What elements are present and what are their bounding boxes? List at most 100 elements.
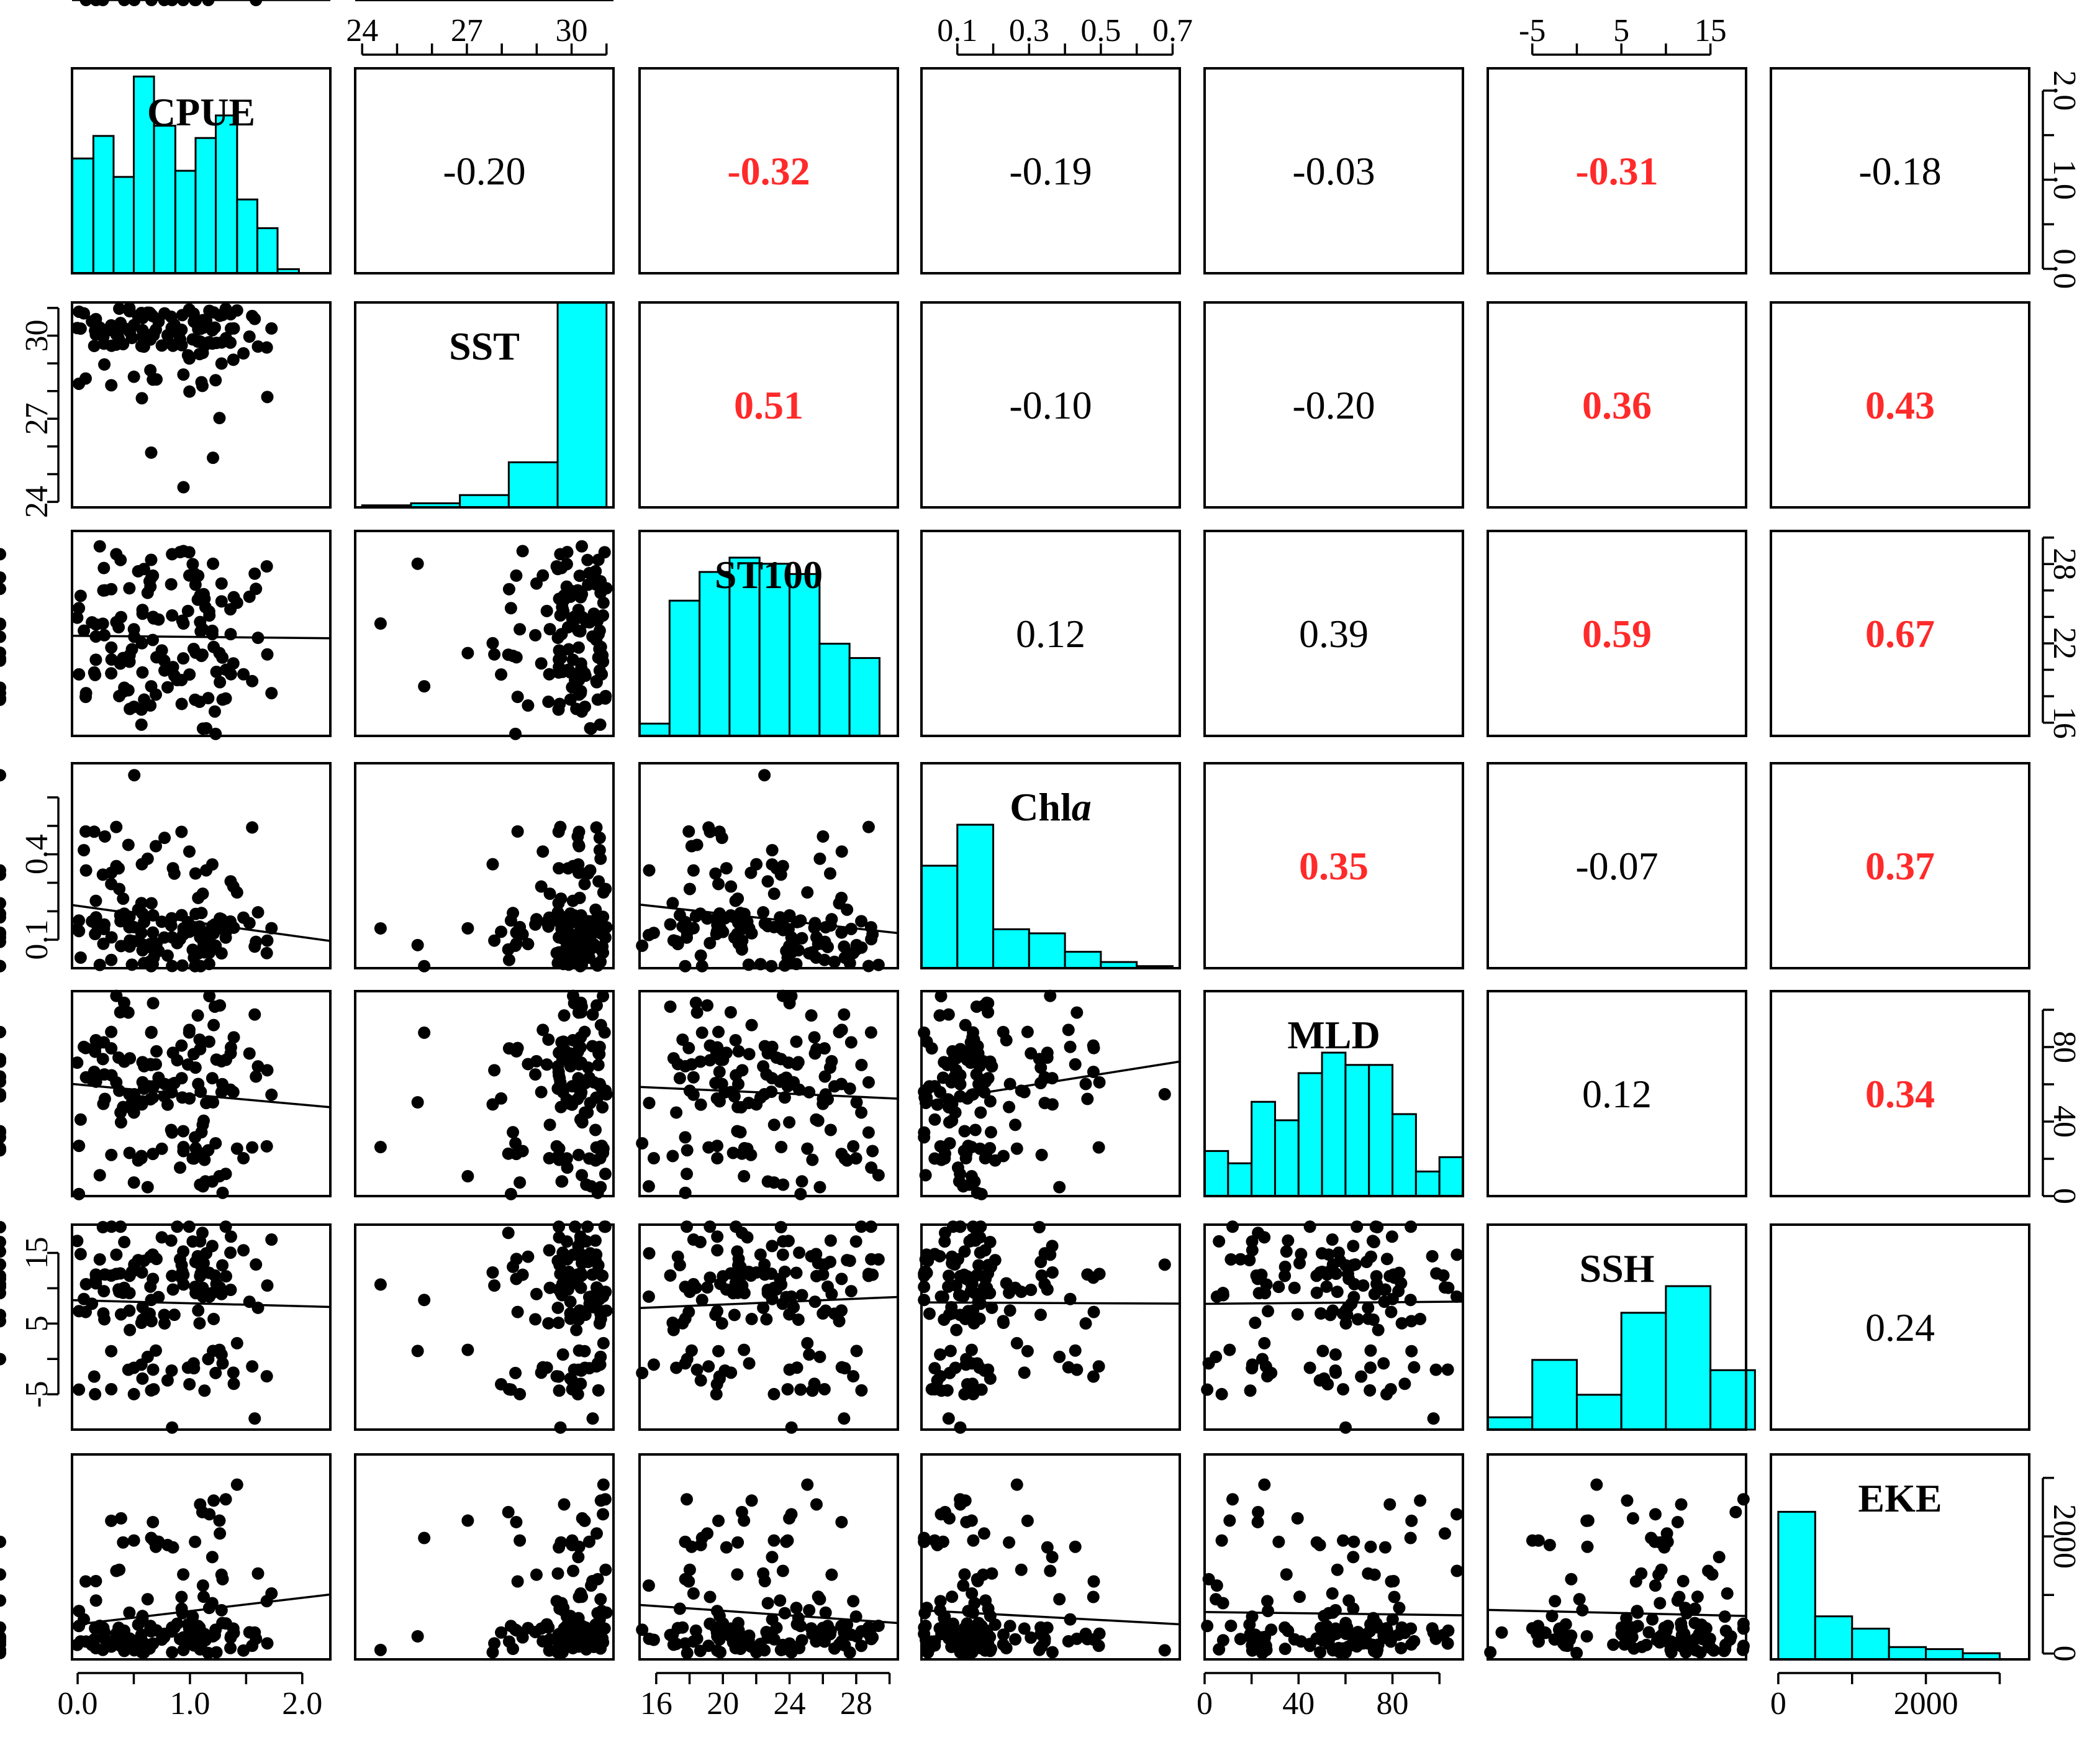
data-point xyxy=(1414,1494,1427,1507)
data-point xyxy=(754,1091,767,1104)
data-point xyxy=(1451,1564,1464,1577)
data-point xyxy=(1079,1317,1092,1330)
data-point xyxy=(188,1152,201,1165)
data-point xyxy=(374,617,387,630)
data-point xyxy=(1262,1305,1275,1318)
data-point xyxy=(114,915,127,928)
data-point xyxy=(509,727,522,740)
data-point xyxy=(175,1072,188,1085)
data-point xyxy=(681,1646,694,1659)
data-point xyxy=(0,548,6,561)
data-point xyxy=(0,1236,6,1249)
data-point xyxy=(576,1512,589,1525)
data-point xyxy=(206,1597,219,1610)
data-point xyxy=(558,1043,571,1056)
data-point xyxy=(1041,1046,1054,1059)
data-point xyxy=(1331,1563,1344,1576)
data-point xyxy=(510,1624,523,1637)
data-point xyxy=(790,1035,803,1048)
top-axis-Chla: 0.1 0.3 0.5 0.7 xyxy=(937,13,1193,56)
data-point xyxy=(767,1176,781,1189)
correlation-value: 0.59 xyxy=(1582,612,1652,656)
data-point xyxy=(73,1187,86,1200)
data-point xyxy=(710,1140,723,1153)
data-point xyxy=(766,843,779,856)
data-point xyxy=(181,1618,194,1631)
panel-SST-MLD: -0.20 xyxy=(1203,301,1464,509)
data-point xyxy=(855,1625,868,1638)
data-point xyxy=(558,931,571,944)
data-point xyxy=(974,1231,987,1244)
panel-Chla-Chla: Chla xyxy=(920,762,1181,969)
data-point xyxy=(251,1060,265,1073)
data-point xyxy=(1310,1286,1323,1299)
data-point xyxy=(141,1593,154,1606)
data-point xyxy=(1010,1478,1023,1491)
data-point xyxy=(918,1281,931,1294)
data-point xyxy=(934,1086,947,1099)
data-point xyxy=(1322,1248,1335,1261)
data-point xyxy=(237,668,250,681)
data-point xyxy=(743,1048,756,1061)
data-point xyxy=(495,925,508,938)
data-point xyxy=(704,1271,717,1284)
tick-label: 1.0 xyxy=(170,1686,210,1721)
data-point xyxy=(775,1278,788,1291)
data-point xyxy=(766,1240,779,1253)
data-point xyxy=(105,1514,118,1527)
data-point xyxy=(982,1005,995,1018)
data-point xyxy=(530,913,543,926)
data-point xyxy=(177,1125,190,1138)
data-point xyxy=(1336,1642,1349,1655)
data-point xyxy=(189,1535,202,1548)
data-point xyxy=(835,1515,848,1528)
variable-label: Chla xyxy=(1010,785,1092,829)
data-point xyxy=(1053,1593,1066,1606)
data-point xyxy=(1320,1280,1333,1293)
data-point xyxy=(535,880,548,893)
data-point xyxy=(1662,1620,1675,1633)
panel-SST-ST100: 0.51 xyxy=(638,301,899,509)
data-point xyxy=(0,1220,6,1233)
data-point xyxy=(1158,1088,1171,1101)
data-point xyxy=(200,1097,213,1110)
data-point xyxy=(586,1412,599,1425)
data-point xyxy=(227,880,240,893)
data-point xyxy=(770,1621,783,1635)
data-point xyxy=(944,1345,957,1358)
data-point xyxy=(110,820,123,833)
data-point xyxy=(1718,1610,1731,1623)
data-point xyxy=(1332,1246,1345,1259)
data-point xyxy=(1404,1294,1417,1307)
data-point xyxy=(1003,1100,1016,1113)
data-point xyxy=(775,1141,788,1154)
data-point xyxy=(145,1058,158,1071)
data-point xyxy=(1385,1230,1398,1243)
data-point xyxy=(105,379,118,392)
data-point xyxy=(230,1336,243,1349)
panel-MLD-ST100 xyxy=(636,989,899,1200)
data-point xyxy=(592,553,605,566)
tick-label: 0.4 xyxy=(19,834,55,874)
data-point xyxy=(224,1641,237,1654)
data-point xyxy=(144,580,157,593)
data-point xyxy=(237,1244,250,1257)
data-point xyxy=(761,1597,774,1610)
data-point xyxy=(150,651,163,664)
data-point xyxy=(711,1244,724,1257)
data-point xyxy=(556,1246,569,1259)
data-point xyxy=(0,897,6,910)
tick-label: 22 xyxy=(2047,627,2082,660)
data-point xyxy=(411,557,424,570)
data-point xyxy=(551,1567,564,1580)
data-point xyxy=(574,589,587,602)
panel-EKE-EKE: EKE xyxy=(1770,1453,2030,1661)
data-point xyxy=(175,825,188,838)
data-point xyxy=(1087,1370,1100,1383)
data-point xyxy=(261,648,274,661)
data-point xyxy=(114,1512,127,1525)
data-point xyxy=(636,1366,649,1379)
data-point xyxy=(642,1180,655,1193)
data-point xyxy=(589,1234,602,1247)
data-point xyxy=(566,1277,579,1290)
